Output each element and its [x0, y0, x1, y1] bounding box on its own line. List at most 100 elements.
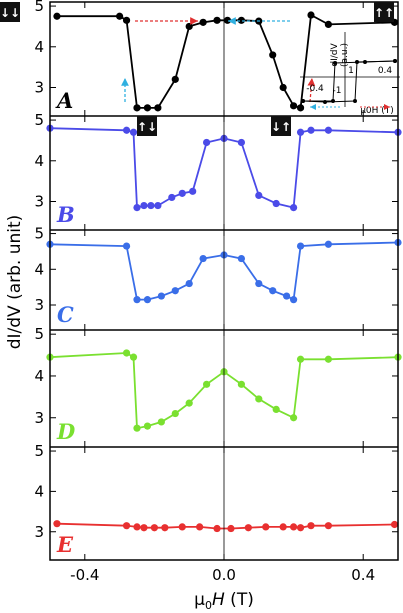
direction-arrow [307, 77, 316, 103]
y-tick-label: 4 [34, 367, 44, 385]
data-point [324, 355, 332, 363]
data-point [262, 523, 270, 531]
panel-e [53, 520, 399, 533]
data-point [203, 380, 211, 388]
data-point [324, 126, 332, 134]
axes-layer [49, 1, 399, 561]
data-point [116, 12, 124, 20]
data-point [168, 193, 176, 202]
data-point [255, 191, 263, 199]
data-point [283, 292, 291, 300]
inset-tick-label: -1 [333, 86, 342, 96]
data-point [324, 522, 332, 530]
data-point [244, 524, 252, 532]
magnet-icon-glyph: ↑↓ [137, 120, 157, 134]
magnet-icon: ↑↓ [137, 116, 157, 136]
y-tick-label: 5 [34, 442, 44, 460]
inset-x-label: μ0H (T) [360, 106, 394, 116]
data-point [140, 524, 148, 532]
y-tick-label: 3 [34, 79, 44, 97]
y-tick-label: 3 [34, 409, 44, 427]
panel-label-a: A [55, 88, 73, 113]
data-point [157, 418, 165, 426]
inset-point [331, 99, 335, 103]
data-point [185, 279, 193, 288]
x-tick-label: 0.0 [212, 566, 236, 584]
magnet-icon-glyph: ↓↓ [0, 6, 20, 20]
y-tick-label: 3 [34, 193, 44, 211]
magnet-icon-bg [137, 116, 157, 136]
inset-point [353, 99, 357, 103]
data-point [237, 380, 245, 388]
inset-point [355, 60, 359, 64]
data-point [133, 523, 141, 531]
data-point [140, 201, 148, 210]
data-point [129, 353, 138, 361]
inset-point [301, 99, 305, 103]
data-point [154, 104, 162, 112]
data-point [150, 524, 158, 532]
data-point [290, 414, 298, 422]
data-point [255, 395, 263, 403]
data-point [157, 292, 165, 300]
data-point [237, 254, 245, 263]
data-point [227, 524, 235, 533]
data-point [324, 240, 332, 248]
data-point [237, 16, 245, 24]
data-point [143, 422, 152, 430]
data-point [290, 204, 298, 212]
magnet-icon: ↓↓ [0, 2, 20, 22]
data-point [290, 523, 298, 531]
magnet-icon: ↑↑ [374, 2, 394, 22]
y-tick-label: 5 [34, 111, 44, 129]
data-point [324, 20, 332, 28]
data-point [122, 349, 131, 357]
data-point [189, 187, 197, 195]
data-point [296, 524, 305, 532]
data-point [255, 279, 263, 288]
y-tick-label: 5 [34, 325, 44, 343]
panel-a [53, 11, 399, 112]
panel-label-b: B [56, 202, 75, 227]
inset-point [323, 100, 327, 104]
y-tick-label: 4 [34, 260, 44, 278]
x-axis-title: μ0H (T) [194, 590, 254, 612]
data-point [171, 409, 179, 418]
data-point [196, 523, 204, 531]
data-point [290, 296, 298, 304]
data-point [178, 189, 186, 197]
y-tick-label: 4 [34, 38, 44, 56]
data-point [237, 138, 245, 147]
data-point [213, 16, 221, 24]
inset-tick-label: -0.4 [306, 84, 324, 94]
magnet-icon-bg [271, 116, 291, 136]
inset-point [393, 59, 397, 63]
data-point [185, 22, 193, 31]
data-point [307, 126, 315, 134]
data-point [133, 296, 141, 304]
data-point [171, 287, 179, 295]
data-point [272, 405, 280, 413]
data-point [199, 254, 207, 263]
data-point [129, 128, 138, 136]
panel-label-d: D [56, 419, 76, 444]
data-point [143, 104, 152, 112]
data-point [122, 16, 131, 24]
data-point [133, 424, 141, 432]
data-point [223, 16, 232, 24]
data-point [279, 523, 287, 531]
data-point [307, 11, 315, 19]
y-tick-label: 3 [34, 296, 44, 314]
data-point [203, 138, 211, 147]
y-tick-label: 5 [34, 0, 44, 15]
x-tick-label: 0.4 [351, 566, 375, 584]
inset-tick-label: 0.4 [378, 66, 393, 76]
data-point [290, 102, 298, 110]
panel-label-c: C [57, 302, 74, 327]
data-point [122, 126, 131, 134]
panel-label-e: E [56, 532, 74, 557]
data-point [133, 104, 141, 112]
magnet-icon-bg [374, 2, 394, 22]
